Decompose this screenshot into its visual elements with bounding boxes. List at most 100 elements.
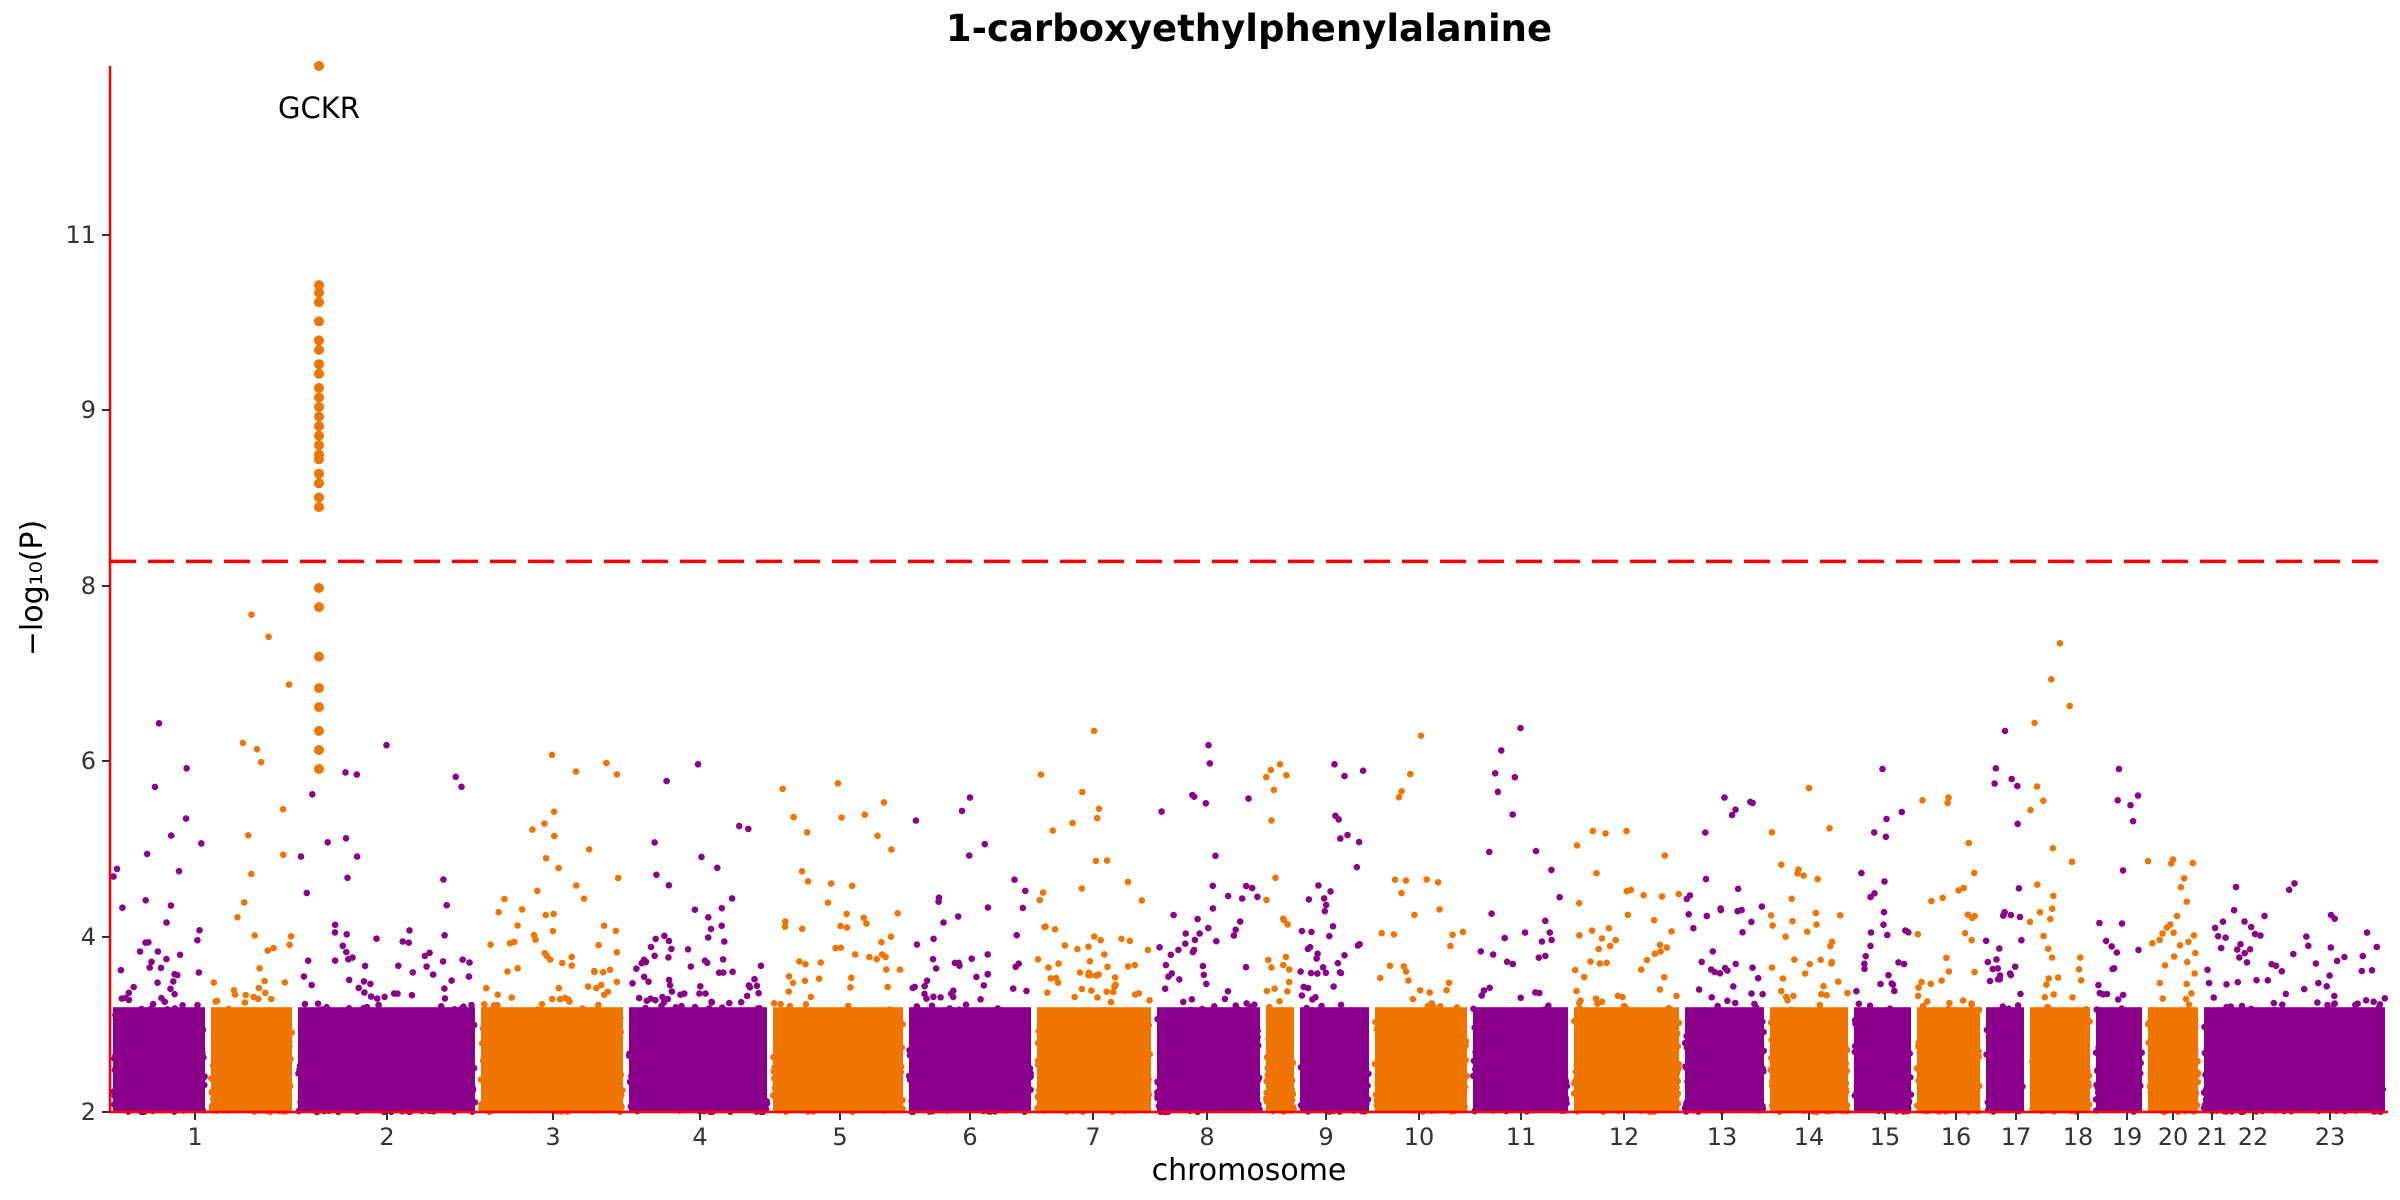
snp-point [355,984,363,992]
snp-point [645,978,652,985]
snp-point [921,982,928,990]
snp-point [1319,964,1327,971]
snp-point [1521,929,1529,936]
snp-point [1191,936,1199,944]
snp-point [231,991,239,998]
snp-point [968,955,975,962]
snp-point [1144,946,1152,954]
snp-point [163,955,170,963]
snp-point [279,805,287,813]
snp-point [2007,911,2015,919]
snp-point [1656,986,1664,993]
snp-point [1961,929,1969,937]
snp-point [549,927,557,935]
snp-point [1968,936,1975,944]
snp-point [1915,984,1922,991]
snp-point [2014,782,2021,790]
snp-point [1858,869,1865,877]
snp-point [441,932,448,939]
snp-point [487,941,494,948]
chromosome-8-points [1034,727,1153,1116]
snp-point [213,997,221,1005]
snp-point [1580,973,1588,981]
snp-point [937,994,944,1001]
snp-point [1853,987,1860,995]
snp-point [1996,975,2003,983]
snp-point [2034,881,2041,888]
snp-point [2077,954,2084,961]
snp-point [593,984,600,992]
snp-point [665,882,673,889]
snp-point [1280,916,1288,924]
snp-point [1138,897,1146,904]
snp-point [1041,923,1048,931]
snp-point [1092,972,1100,979]
snp-point [804,878,812,885]
snp-point [301,1000,309,1008]
snp-point [745,825,752,833]
snp-point [1660,973,1668,981]
snp-point [1298,992,1306,999]
snp-point [729,968,736,976]
snp-point [1593,869,1600,877]
snp-point [541,820,548,827]
snp-point [494,991,502,998]
snp-point [817,959,824,966]
snp-point [1748,918,1755,926]
snp-point-max [1721,794,1728,801]
snp-point [1488,910,1495,917]
snp-point [511,938,518,946]
snp-point [1826,825,1833,832]
snp-point [1637,966,1645,973]
snp-point [837,944,845,951]
snp-point [1556,893,1563,901]
snp-point [1861,965,1868,973]
snp-point [1224,892,1232,900]
snp-point [1535,954,1543,961]
snp-point [1321,907,1329,915]
snp-point [1657,948,1664,955]
snp-point [309,791,316,798]
snp-point [1061,942,1069,949]
snp-point [790,813,797,821]
snp-point [1203,980,1210,988]
snp-point [1097,936,1104,944]
snp-point [651,952,658,960]
snp-point [1606,942,1614,950]
snp-point [448,977,455,984]
snp-point [929,955,937,963]
snp-point [339,942,347,950]
snp-point [572,768,580,775]
snp-point [1377,974,1384,982]
snp-point [1447,942,1454,950]
snp-point [556,995,564,1003]
snp-point [1695,986,1703,993]
snp-point [390,990,398,997]
snp-point [1436,906,1443,913]
snp-point [1992,765,2000,772]
snp-point [803,829,811,836]
snp-point [1986,977,1994,985]
snp-point [965,852,973,859]
snp-point [1698,958,1705,966]
snp-point [705,914,712,921]
snp-point [1209,882,1217,890]
snp-point [360,978,368,985]
snp-point [1739,929,1746,936]
snp-point [1086,958,1094,965]
snp-point [1702,829,1709,836]
snp-point [698,853,705,861]
snp-point [501,895,508,903]
snp-point [1643,956,1651,964]
chromosome-5-points [626,761,771,1116]
snp-point [1501,934,1508,942]
snp-density-band [773,1007,903,1112]
snp-point [2000,912,2007,919]
snp-point [1009,985,1017,992]
snp-point [613,771,621,778]
snp-point [568,953,575,961]
snp-point [801,977,809,985]
snp-point [1023,987,1030,995]
snp-point [878,938,885,946]
snp-point [1200,971,1208,979]
